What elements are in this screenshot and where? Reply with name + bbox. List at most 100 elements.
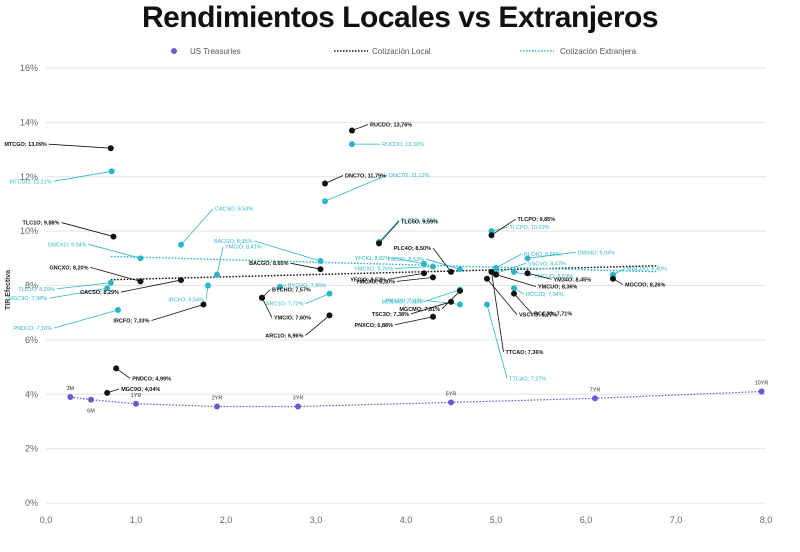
- x-tick-label: 2,0: [220, 515, 233, 525]
- bond-point: [115, 306, 121, 313]
- leader-line: [425, 300, 461, 305]
- bond-point: [317, 258, 324, 265]
- treasury-label: 6M: [87, 409, 95, 415]
- legend-item-cotizacion-local: Cotización Local: [334, 46, 431, 56]
- bond-point: [104, 389, 111, 396]
- leader-line: [56, 282, 111, 290]
- bond-label: IRCFO; 8,54%: [168, 298, 204, 304]
- bond-point: [493, 264, 499, 271]
- bond-point: [214, 271, 220, 278]
- bond-point: [448, 298, 454, 305]
- bond-point: [610, 275, 616, 282]
- bond-label: TLC5O; 9,59%: [401, 219, 438, 225]
- bond-label: PNDCO; 4,99%: [132, 376, 171, 382]
- bond-label: MGC9O; 4,04%: [121, 387, 160, 393]
- leader-line: [324, 174, 388, 202]
- y-axis-label: TIR Efectiva: [5, 270, 12, 310]
- treasury-label: 5YR: [446, 391, 457, 397]
- bond-point: [137, 278, 144, 285]
- bond-point: [421, 260, 427, 267]
- bond-label: GNCXO; 8,20%: [49, 265, 88, 271]
- treasury-label: 3YR: [293, 395, 304, 401]
- leader-line: [49, 287, 108, 299]
- bond-point: [484, 301, 490, 308]
- x-tick-label: 7,0: [670, 515, 683, 525]
- bond-point: [317, 266, 324, 273]
- treasury-label: 3M: [66, 386, 74, 392]
- x-tick-label: 6,0: [580, 515, 593, 525]
- bond-point: [457, 287, 463, 294]
- bond-label: PNXCO; 6,88%: [354, 323, 393, 329]
- bond-label: MGCOO; 8,40%: [627, 267, 667, 273]
- treasury-label: 10YR: [755, 381, 769, 387]
- legend-label: Cotización Extranjera: [560, 46, 637, 56]
- treasury-point: [133, 400, 139, 407]
- bond-point: [104, 285, 111, 292]
- leader-line: [180, 208, 214, 245]
- bond-label: TLC1O; 8,29%: [18, 287, 54, 293]
- leader-line: [423, 289, 461, 302]
- bond-point: [524, 270, 531, 277]
- bond-point: [524, 255, 531, 262]
- bond-point: [326, 312, 333, 319]
- leader-line: [305, 315, 330, 336]
- treasury-point: [88, 396, 94, 403]
- bond-label: RCCJO; 7,94%: [526, 292, 564, 298]
- leader-line: [216, 246, 224, 275]
- x-tick-label: 3,0: [310, 515, 323, 525]
- bond-label: YMCUO; 8,36%: [538, 285, 578, 291]
- bond-point: [430, 313, 436, 320]
- leader-line: [151, 304, 204, 321]
- leader-line: [486, 278, 518, 315]
- legend-item-cotizacion-extranjera: Cotización Extranjera: [520, 46, 636, 56]
- legend-label: US Treasuries: [190, 46, 241, 56]
- bond-label: PLC4O; 8,66%: [524, 252, 561, 258]
- treasury-point: [592, 395, 598, 402]
- bond-label: VSCVO; 8,27%: [519, 313, 557, 319]
- bond-point: [107, 279, 114, 286]
- leader-line: [90, 267, 141, 282]
- leader-line: [495, 274, 537, 288]
- leader-line: [495, 253, 523, 269]
- bond-label: YFCIO; 8,82%: [355, 256, 391, 262]
- bond-label: PNDCO; 7,16%: [13, 326, 52, 332]
- y-tick-label: 6%: [25, 335, 38, 345]
- bond-label: CACSO; 8,29%: [80, 290, 119, 296]
- bond-label: BACGO; 8,95%: [214, 239, 253, 245]
- leader-line: [261, 297, 273, 318]
- bond-point: [137, 255, 144, 262]
- y-tick-label: 10%: [20, 226, 38, 236]
- bond-point: [511, 268, 517, 275]
- bond-point: [511, 290, 517, 297]
- x-tick-label: 8,0: [760, 515, 773, 525]
- bond-point: [376, 240, 382, 247]
- leader-line: [441, 290, 461, 310]
- leader-line: [48, 143, 111, 149]
- bond-label: TTCAO; 7,36%: [506, 350, 544, 356]
- leader-line: [378, 219, 400, 243]
- bond-label: VSCVO; 8,47%: [528, 261, 566, 267]
- bond-point: [113, 365, 120, 372]
- bond-label: TLCPO; 10,02%: [510, 225, 550, 231]
- bond-point: [448, 268, 454, 275]
- leader-line: [432, 247, 452, 273]
- bond-point: [259, 294, 265, 301]
- y-tick-label: 12%: [20, 172, 38, 182]
- bond-label: YFCIO; 8,52%: [350, 277, 386, 283]
- y-tick-label: 14%: [20, 117, 38, 127]
- bond-point: [457, 301, 463, 308]
- legend-marker-line-icon: [334, 50, 368, 52]
- bond-label: MTCGO; 12,21%: [10, 179, 52, 185]
- bond-point: [430, 274, 436, 281]
- bond-point: [178, 241, 184, 248]
- x-tick-label: 5,0: [490, 515, 503, 525]
- leader-line: [391, 257, 425, 265]
- bond-label: RCCJO; 7,71%: [534, 312, 572, 318]
- bond-label: YMCIO; 7,60%: [274, 316, 311, 322]
- bond-label: MGCMO; 7,81%: [399, 307, 440, 313]
- bond-point: [349, 127, 355, 134]
- bond-label: RUCDO; 13,76%: [370, 123, 412, 129]
- bond-label: MGCMO; 7,91%: [382, 300, 422, 306]
- bond-point: [277, 283, 283, 290]
